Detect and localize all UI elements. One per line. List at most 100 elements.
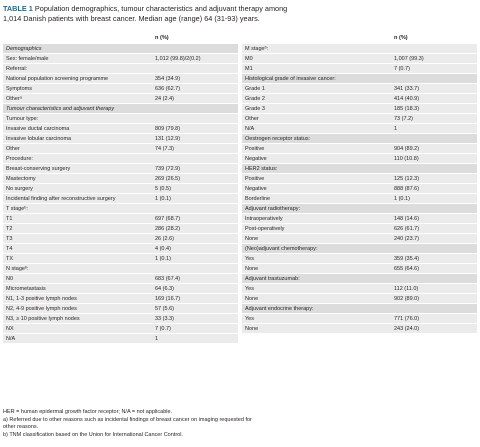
table-row: No surgery 5 (0.5) <box>3 184 238 195</box>
row-label: T1 <box>6 216 13 223</box>
row-label: Positive <box>245 146 265 153</box>
row-label: Positive <box>245 176 265 183</box>
caption-text-line2: 1,014 Danish patients with breast cancer… <box>3 13 260 23</box>
right-column-header: n (%) <box>394 35 408 41</box>
row-value: 4 (0.4) <box>155 246 171 253</box>
row-label: Demographics <box>6 46 42 52</box>
row-value: 904 (89.2) <box>394 146 420 153</box>
table-row: Other 74 (7.3) <box>3 144 238 155</box>
row-label: M1 <box>245 66 253 73</box>
row-value: 354 (34.9) <box>155 76 181 83</box>
row-label: Oestrogen receptor status: <box>245 136 311 143</box>
table-row: Oestrogen receptor status: <box>242 134 477 145</box>
table-row: Referral: <box>3 64 238 75</box>
row-label: National population screening programme <box>6 76 109 83</box>
table-row: Yes 771 (76.0) <box>242 314 477 325</box>
table-row: Tumour characteristics and adjuvant ther… <box>3 104 238 115</box>
footnote-a-continued: other reasons. <box>3 424 39 431</box>
table-row: None 655 (64.6) <box>242 264 477 275</box>
table-row: N3, ≥ 10 positive lymph nodes 33 (3.3) <box>3 314 238 325</box>
row-value: 24 (2.4) <box>155 96 174 103</box>
table-row: T1 697 (68.7) <box>3 214 238 225</box>
row-label: Yes <box>245 286 254 293</box>
row-label: (Neo)adjuvant chemotherapy: <box>245 246 318 253</box>
table-row: T3 26 (2.6) <box>3 234 238 245</box>
row-label: Tumour characteristics and adjuvant ther… <box>6 106 115 113</box>
table-row: Yes 359 (35.4) <box>242 254 477 265</box>
table-row: Otherᵃ 24 (2.4) <box>3 94 238 105</box>
row-value: 33 (3.3) <box>155 316 174 323</box>
table-row: Other 73 (7.2) <box>242 114 477 125</box>
row-label: N0 <box>6 276 14 283</box>
row-label: Invasive ductal carcinoma <box>6 126 70 133</box>
row-label: N3, ≥ 10 positive lymph nodes <box>6 316 80 323</box>
table-row: Breast-conserving surgery 739 (72.9) <box>3 164 238 175</box>
row-value: 169 (16.7) <box>155 296 181 303</box>
table-row: M stageᵇ: <box>242 44 477 55</box>
table-row: N2, 4-9 positive lymph nodes 57 (5.6) <box>3 304 238 315</box>
row-label: Tumour type: <box>6 116 39 123</box>
row-label: Borderline <box>245 196 271 203</box>
row-label: Grade 2 <box>245 96 265 103</box>
table-row: N/A 1 <box>242 124 477 135</box>
footnote-a: a) Referred due to other reasons such as… <box>3 416 252 423</box>
row-value: 888 (87.6) <box>394 186 420 193</box>
table-row: HER2 status: <box>242 164 477 175</box>
row-value: 683 (67.4) <box>155 276 181 283</box>
table-row: Yes 112 (11.0) <box>242 284 477 295</box>
row-label: Otherᵃ <box>6 96 22 103</box>
table-row: T stageᵇ: <box>3 204 238 215</box>
row-label: TX <box>6 256 14 263</box>
table-row: Procedure: <box>3 154 238 165</box>
row-label: Other <box>245 116 259 123</box>
row-value: 131 (12.9) <box>155 136 181 143</box>
row-value: 636 (62.7) <box>155 86 181 93</box>
row-value: 64 (6.3) <box>155 286 174 293</box>
row-label: T stageᵇ: <box>6 206 28 213</box>
footnote-abbreviations: HER = human epidermal growth factor rece… <box>3 409 173 415</box>
footnote-b: b) TNM classification based on the Union… <box>3 431 183 438</box>
row-value: 1 (0.1) <box>155 196 171 203</box>
table-row: Negative 888 (87.6) <box>242 184 477 195</box>
row-label: HER2 status: <box>245 166 278 173</box>
row-label: T3 <box>6 236 13 243</box>
row-label: None <box>245 326 259 333</box>
row-value: 286 (28.2) <box>155 226 181 233</box>
row-value: 110 (10.8) <box>394 156 419 163</box>
row-value: 655 (64.6) <box>394 266 420 273</box>
table-row: Sex: female/male 1,012 (99.8)/2(0.2) <box>3 54 238 65</box>
row-label: Histological grade of invasive cancer: <box>245 76 336 83</box>
table-row: M1 7 (0.7) <box>242 64 477 75</box>
row-value: 1,007 (99.3) <box>394 56 424 63</box>
table-row: Borderline 1 (0.1) <box>242 194 477 205</box>
table-row: Incidental finding after reconstructive … <box>3 194 238 205</box>
row-label: None <box>245 236 259 243</box>
table-row: Grade 3 185 (18.3) <box>242 104 477 115</box>
table-row: N0 683 (67.4) <box>3 274 238 285</box>
table-caption: TABLE 1 Population demographics, tumour … <box>3 4 473 23</box>
row-value: 125 (12.3) <box>394 176 420 183</box>
right-table-column: M stageᵇ: M0 1,007 (99.3) M1 7 (0.7) Histolog… <box>242 44 477 335</box>
row-value: 1 (0.1) <box>394 196 410 203</box>
table-row: Micrometastasis 64 (6.3) <box>3 284 238 295</box>
row-label: Grade 1 <box>245 86 265 93</box>
table-row: N1, 1-3 positive lymph nodes 169 (16.7) <box>3 294 238 305</box>
row-value: 7 (0.7) <box>155 326 171 333</box>
row-label: No surgery <box>6 186 33 193</box>
row-label: Incidental finding after reconstructive … <box>6 196 116 203</box>
row-value: 809 (79.8) <box>155 126 181 133</box>
row-label: N stageᵇ: <box>6 266 29 273</box>
row-label: N/A <box>6 336 16 343</box>
row-label: T4 <box>6 246 13 253</box>
row-label: Adjuvant endocrine therapy: <box>245 306 314 313</box>
table-row: N/A 1 <box>3 334 238 345</box>
row-label: None <box>245 266 259 273</box>
table-row: Symptoms 636 (62.7) <box>3 84 238 95</box>
table-row: Positive 125 (12.3) <box>242 174 477 185</box>
row-label: Negative <box>245 156 267 163</box>
row-label: M0 <box>245 56 253 63</box>
table-row: Negative 110 (10.8) <box>242 154 477 165</box>
row-label: Procedure: <box>6 156 33 163</box>
row-value: 240 (23.7) <box>394 236 420 243</box>
row-label: Symptoms <box>6 86 32 93</box>
